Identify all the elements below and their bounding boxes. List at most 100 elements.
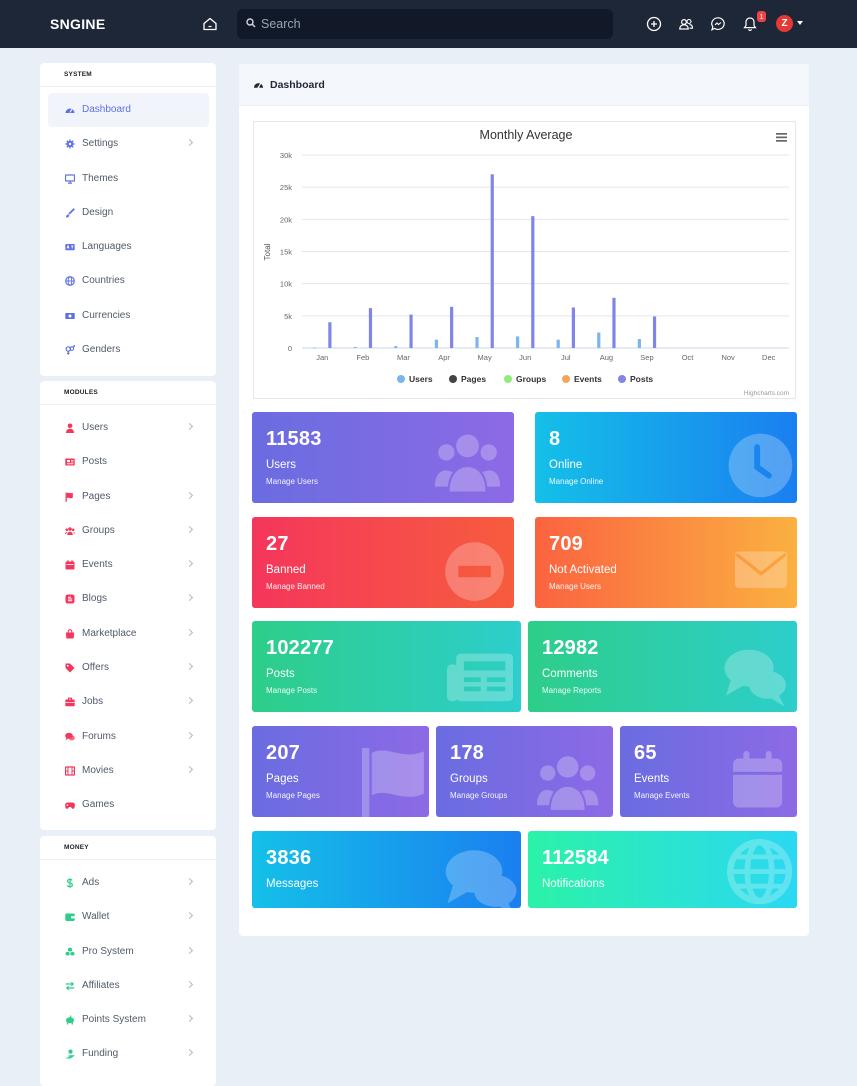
y-tick-label: 20k (280, 215, 292, 224)
stat-value: 709 (549, 533, 583, 555)
stat-card-notifications[interactable]: 112584 Notifications (528, 831, 797, 908)
bar-posts-jul[interactable] (571, 307, 575, 348)
add-circle-icon[interactable] (646, 16, 662, 32)
bar-posts-may[interactable] (490, 174, 494, 348)
stat-card-users[interactable]: 11583 Users Manage Users (252, 412, 514, 503)
sidebar-item-countries[interactable]: Countries (40, 264, 216, 298)
stat-card-messages[interactable]: 3836 Messages (252, 831, 521, 908)
stat-label: Users (266, 459, 297, 471)
bar-users-may[interactable] (475, 337, 479, 348)
sidebar-item-wallet[interactable]: Wallet (40, 900, 216, 934)
stat-card-online[interactable]: 8 Online Manage Online (535, 412, 797, 503)
legend-item-pages[interactable]: Pages (449, 374, 486, 384)
bar-users-jun[interactable] (516, 336, 520, 348)
comments-icon (724, 649, 786, 707)
sidebar-item-movies[interactable]: Movies (40, 754, 216, 788)
sidebar-item-posts[interactable]: Posts (40, 445, 216, 479)
sidebar-item-genders[interactable]: Genders (40, 333, 216, 367)
sidebar-item-jobs[interactable]: Jobs (40, 685, 216, 719)
stat-card-not-activated[interactable]: 709 Not Activated Manage Users (535, 517, 797, 608)
stat-manage-link[interactable]: Manage Posts (266, 686, 318, 695)
sidebar-item-users[interactable]: Users (40, 411, 216, 445)
sidebar-item-funding[interactable]: Funding (40, 1037, 216, 1071)
chevron-down-icon[interactable] (797, 21, 803, 25)
stat-card-posts[interactable]: 102277 Posts Manage Posts (252, 621, 521, 712)
globe-icon (65, 276, 75, 287)
bar-users-sep[interactable] (637, 338, 641, 348)
bar-users-jul[interactable] (556, 339, 560, 348)
sidebar-item-label: Posts (82, 456, 108, 468)
stat-manage-link[interactable]: Manage Pages (266, 791, 320, 800)
sidebar-item-groups[interactable]: Groups (40, 514, 216, 548)
bar-posts-mar[interactable] (409, 314, 413, 348)
sidebar-item-currencies[interactable]: Currencies (40, 299, 216, 333)
sidebar-item-games[interactable]: Games (40, 788, 216, 822)
stat-manage-link[interactable]: Manage Reports (542, 686, 602, 695)
bar-posts-aug[interactable] (612, 297, 616, 348)
bar-posts-sep[interactable] (652, 316, 657, 348)
bar-posts-jan[interactable] (328, 322, 332, 348)
x-tick-label: Jan (316, 353, 328, 362)
sidebar-item-blogs[interactable]: Blogs (40, 582, 216, 616)
bar-posts-feb[interactable] (368, 308, 373, 348)
sidebar-item-label: Points System (82, 1014, 146, 1026)
sidebar-item-pro-system[interactable]: Pro System (40, 935, 216, 969)
home-icon[interactable] (202, 16, 218, 32)
stat-manage-link[interactable]: Manage Users (549, 582, 602, 591)
messenger-icon[interactable] (710, 16, 726, 32)
sidebar-item-languages[interactable]: Languages (40, 230, 216, 264)
sidebar-item-marketplace[interactable]: Marketplace (40, 617, 216, 651)
bar-users-mar[interactable] (394, 346, 398, 348)
sidebar-item-ads[interactable]: Ads (40, 866, 216, 900)
stat-card-pages[interactable]: 207 Pages Manage Pages (252, 726, 429, 817)
stat-card-events[interactable]: 65 Events Manage Events (620, 726, 797, 817)
sidebar-item-forums[interactable]: Forums (40, 720, 216, 754)
sidebar-item-pages[interactable]: Pages (40, 480, 216, 514)
brand-logo[interactable]: SNGINE (50, 16, 106, 32)
x-tick-label: Nov (721, 353, 735, 362)
legend-marker (562, 375, 570, 383)
bell-icon[interactable] (742, 16, 758, 32)
envelope-icon (735, 551, 788, 588)
sidebar-item-themes[interactable]: Themes (40, 162, 216, 196)
flag-icon (362, 748, 424, 817)
sidebar-item-points-system[interactable]: Points System (40, 1003, 216, 1037)
legend-item-users[interactable]: Users (397, 374, 433, 384)
users-icon (537, 756, 599, 810)
sidebar-item-events[interactable]: Events (40, 548, 216, 582)
bar-posts-apr[interactable] (450, 306, 454, 348)
sidebar-item-affiliates[interactable]: Affiliates (40, 969, 216, 1003)
stat-manage-link[interactable]: Manage Online (549, 477, 604, 486)
stat-card-banned[interactable]: 27 Banned Manage Banned (252, 517, 514, 608)
search-input[interactable] (261, 9, 601, 39)
avatar[interactable]: Z (776, 15, 793, 32)
bar-posts-jun[interactable] (531, 216, 535, 348)
sidebar-item-label: Movies (82, 764, 114, 776)
stat-manage-link[interactable]: Manage Events (634, 791, 690, 800)
sidebar-item-settings[interactable]: Settings (40, 127, 216, 161)
sidebar-item-design[interactable]: Design (40, 196, 216, 230)
stat-manage-link[interactable]: Manage Groups (450, 791, 508, 800)
sidebar-item-dashboard[interactable]: Dashboard (40, 93, 216, 127)
chart-menu-icon[interactable] (776, 133, 787, 142)
stat-card-groups[interactable]: 178 Groups Manage Groups (436, 726, 613, 817)
legend-item-events[interactable]: Events (562, 374, 602, 384)
friends-icon[interactable] (678, 16, 694, 32)
stat-card-comments[interactable]: 12982 Comments Manage Reports (528, 621, 797, 712)
bar-users-jan[interactable] (313, 347, 317, 349)
bar-users-aug[interactable] (597, 332, 601, 348)
bar-users-feb[interactable] (353, 347, 357, 348)
film-icon (65, 766, 75, 776)
chart-credit[interactable]: Highcharts.com (744, 390, 789, 397)
chevron-right-icon (185, 491, 194, 499)
x-tick-label: Apr (438, 353, 450, 362)
bar-users-apr[interactable] (434, 339, 439, 348)
legend-marker (449, 375, 457, 383)
sidebar-item-offers[interactable]: Offers (40, 651, 216, 685)
stat-manage-link[interactable]: Manage Users (266, 477, 319, 486)
legend-item-groups[interactable]: Groups (504, 374, 546, 384)
users-icon (65, 527, 75, 535)
chevron-right-icon (185, 912, 194, 920)
stat-manage-link[interactable]: Manage Banned (266, 582, 325, 591)
legend-item-posts[interactable]: Posts (618, 374, 653, 384)
